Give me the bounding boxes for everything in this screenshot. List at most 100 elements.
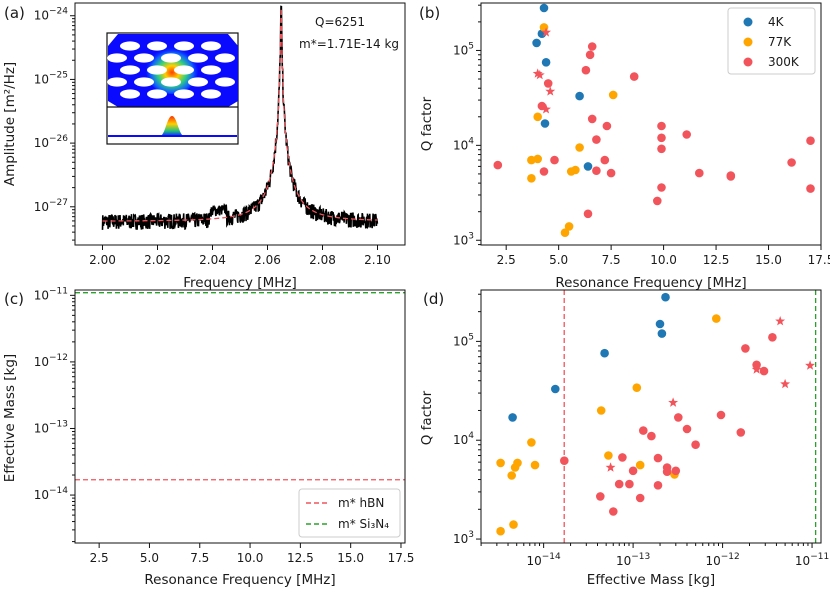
scatter-point <box>587 42 597 51</box>
panel-a-plot-area <box>101 5 379 230</box>
scatter-point <box>726 172 736 181</box>
scatter-point <box>592 166 601 175</box>
x-tick-label: 17.5 <box>808 253 830 267</box>
panel-d-plot-area <box>496 290 817 543</box>
measured-spectrum-line <box>101 5 379 230</box>
x-tick-label: 12.5 <box>703 253 730 267</box>
panel-b-y-ticks: 105 104 103 <box>453 4 481 247</box>
scatter-point <box>657 183 666 192</box>
scatter-point <box>662 467 672 477</box>
scatter-point <box>628 466 638 476</box>
panel-a-label: (a) <box>4 4 25 22</box>
phononic-hole <box>174 65 194 75</box>
star-point <box>668 397 679 407</box>
panel-b-legend: 4K 77K 300K <box>727 7 816 75</box>
scatter-point <box>592 135 601 144</box>
scatter-point <box>585 50 595 60</box>
scatter-point <box>533 154 542 164</box>
scatter-point <box>691 440 700 450</box>
phononic-hole <box>161 77 181 87</box>
q-annotation: Q=6251 <box>315 15 365 29</box>
x-tick-label: 5.0 <box>140 551 159 565</box>
scatter-point <box>539 167 549 176</box>
scatter-point <box>741 344 750 353</box>
legend-77k-label: 77K <box>768 35 792 49</box>
scatter-point <box>564 222 574 231</box>
x-tick-label: 2.5 <box>90 551 109 565</box>
phononic-hole <box>201 65 221 75</box>
phononic-hole <box>134 53 154 63</box>
scatter-point <box>653 481 663 490</box>
panel-d-y-label: Q factor <box>419 390 435 445</box>
scatter-point <box>712 314 721 323</box>
y-tick-label: 103 <box>453 530 474 546</box>
scatter-point <box>496 526 505 536</box>
scatter-point <box>653 196 662 206</box>
scatter-point <box>575 143 584 152</box>
panel-c: (c) 2.5 5.0 7.5 10.0 12.5 15.0 17.5 10−11 10−12… <box>2 286 414 588</box>
legend-4k-marker <box>743 17 753 27</box>
scatter-point <box>602 121 612 131</box>
scatter-point <box>596 406 606 415</box>
panel-c-x-ticks: 2.5 5.0 7.5 10.0 12.5 15.0 17.5 <box>90 543 415 565</box>
scatter-point <box>736 428 746 437</box>
scatter-point <box>543 79 553 88</box>
scatter-point <box>600 348 609 358</box>
y-tick-label: 105 <box>453 332 474 348</box>
phononic-hole <box>201 41 221 51</box>
y-tick-label: 10−24 <box>34 7 69 23</box>
panel-d-y-ticks: 105 104 103 <box>453 293 481 546</box>
panel-c-legend: m* hBN m* Si₃N₄ <box>298 488 401 538</box>
x-tick-label: 10−12 <box>705 552 739 568</box>
x-tick-label: 2.00 <box>89 253 116 267</box>
scatter-point <box>657 329 667 338</box>
phononic-hole <box>120 41 140 51</box>
y-tick-label: 105 <box>453 41 474 57</box>
scatter-point <box>507 471 516 480</box>
scatter-point <box>682 130 691 139</box>
scatter-point <box>583 209 593 219</box>
legend-hbn-label: m* hBN <box>338 496 384 510</box>
x-tick-label: 5.0 <box>549 253 568 267</box>
phononic-hole <box>215 77 235 87</box>
star-point <box>605 462 616 472</box>
panel-b-plot-area <box>493 3 815 237</box>
scatter-point <box>551 384 560 394</box>
panel-b-x-ticks: 2.5 5.0 7.5 10.0 12.5 15.0 17.5 <box>497 245 830 267</box>
scatter-point <box>647 431 656 441</box>
scatter-point <box>541 58 551 67</box>
x-tick-label: 2.5 <box>497 253 516 267</box>
legend-si3n4-label: m* Si₃N₄ <box>338 517 389 531</box>
scatter-point <box>527 174 536 183</box>
panel-b-x-label: Resonance Frequency [MHz] <box>555 275 746 291</box>
x-tick-label: 10−13 <box>616 552 650 568</box>
scatter-point <box>513 458 522 468</box>
x-tick-label: 10−14 <box>526 552 561 568</box>
x-tick-label: 2.04 <box>199 253 226 267</box>
panel-c-x-label: Resonance Frequency [MHz] <box>144 572 335 588</box>
star-point <box>545 86 556 96</box>
panel-b-label: (b) <box>419 4 440 22</box>
panel-a-x-ticks: 2.00 2.02 2.04 2.06 2.08 2.10 <box>89 245 391 267</box>
x-tick-label: 17.5 <box>388 551 415 565</box>
phononic-hole <box>161 53 181 63</box>
y-tick-label: 10−25 <box>34 70 68 86</box>
scatter-point <box>587 114 597 124</box>
x-tick-label: 15.0 <box>337 551 364 565</box>
lorentzian-fit-line <box>102 8 378 222</box>
scatter-point <box>533 112 542 122</box>
scatter-point <box>581 65 591 75</box>
panel-c-y-label: Effective Mass [kg] <box>2 354 18 482</box>
x-tick-label: 10.0 <box>237 551 264 565</box>
scatter-point <box>508 413 517 422</box>
phononic-hole <box>188 77 208 87</box>
scatter-point <box>671 466 681 476</box>
star-point <box>532 68 543 78</box>
scatter-point <box>530 460 540 470</box>
panel-d-x-ticks: 10−14 10−13 10−12 10−11 <box>480 543 829 568</box>
scatter-point <box>768 333 777 342</box>
star-point <box>534 69 545 80</box>
scatter-point <box>635 460 645 470</box>
scatter-point <box>609 507 618 516</box>
